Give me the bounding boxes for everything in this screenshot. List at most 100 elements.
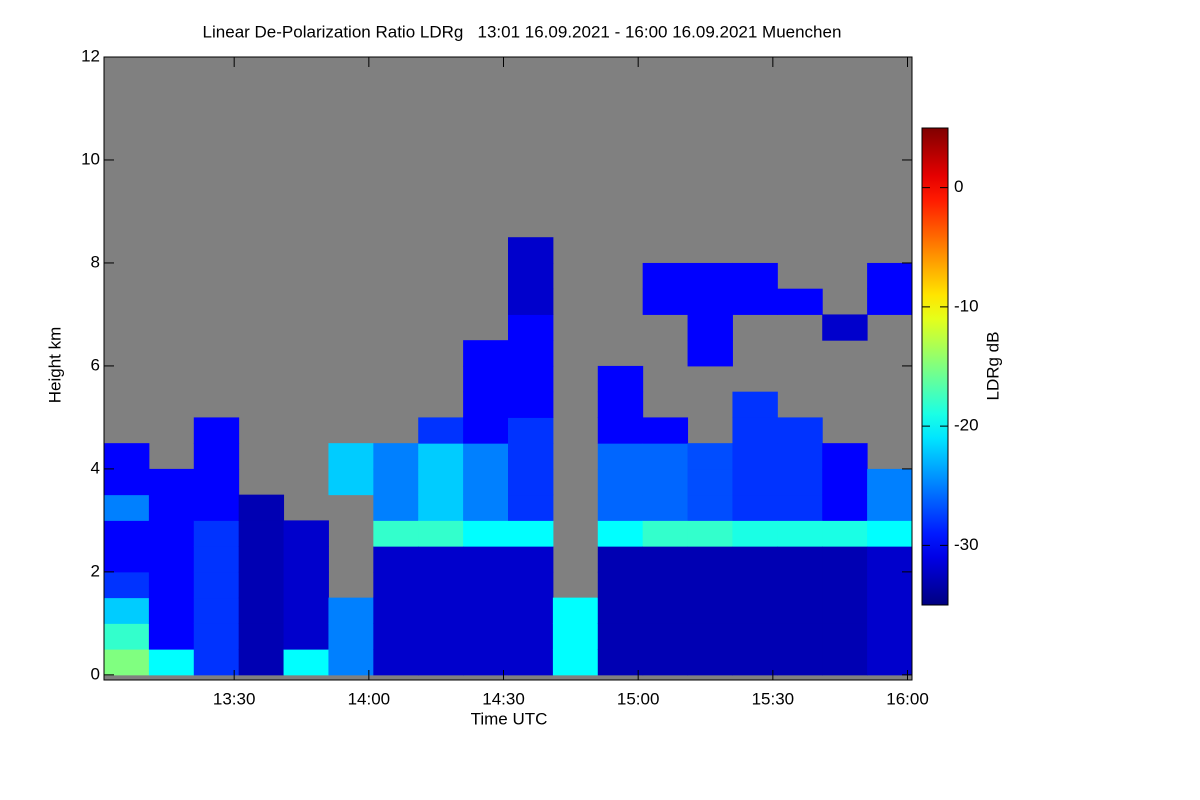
heatmap-cell	[732, 494, 778, 521]
heatmap-cell	[104, 623, 150, 650]
heatmap-cell	[777, 623, 823, 650]
heatmap-cell	[777, 597, 823, 624]
heatmap-cell	[463, 468, 509, 496]
x-tick-label: 15:00	[617, 689, 660, 708]
heatmap-cell	[463, 365, 509, 393]
heatmap-cell	[597, 597, 644, 624]
heatmap-cell	[687, 262, 733, 290]
heatmap-cell	[283, 520, 329, 547]
heatmap-cell	[373, 571, 419, 599]
heatmap-cell	[732, 417, 778, 444]
heatmap-cell	[463, 417, 509, 444]
heatmap-cell	[238, 546, 285, 573]
y-tick-label: 0	[91, 664, 100, 683]
heatmap-cell	[732, 520, 778, 547]
heatmap-cell	[642, 546, 689, 573]
heatmap-cell	[508, 262, 554, 290]
heatmap-cell	[508, 597, 554, 624]
heatmap-cell	[822, 571, 868, 599]
heatmap-cell	[597, 468, 644, 496]
heatmap-cell	[418, 571, 464, 599]
heatmap-cell	[418, 468, 464, 496]
heatmap-cell	[238, 623, 285, 650]
colorbar	[921, 127, 949, 606]
heatmap-cell	[687, 546, 733, 573]
heatmap-cell	[867, 494, 913, 521]
heatmap-cell	[508, 417, 554, 444]
heatmap-cell	[193, 597, 240, 624]
heatmap-cell	[822, 314, 868, 341]
heatmap-cell	[597, 520, 644, 547]
x-tick-label: 13:30	[213, 689, 256, 708]
heatmap-cell	[104, 597, 150, 624]
heatmap-cell	[418, 443, 464, 470]
heatmap-cell	[822, 597, 868, 624]
heatmap-cell	[777, 417, 823, 444]
heatmap-cell	[283, 597, 329, 624]
heatmap-cell	[283, 571, 329, 599]
colorbar-label: LDRg dB	[983, 332, 1002, 401]
heatmap-cell	[597, 546, 644, 573]
heatmap-cell	[687, 314, 733, 341]
heatmap-cell	[104, 546, 150, 573]
heatmap-cell	[193, 520, 240, 547]
x-tick-label: 15:30	[752, 689, 795, 708]
heatmap-cell	[597, 391, 644, 418]
heatmap-cell	[463, 443, 509, 470]
heatmap-cell	[148, 520, 195, 547]
heatmap-cell	[104, 494, 150, 521]
heatmap-cell	[463, 623, 509, 650]
heatmap-cell	[508, 623, 554, 650]
heatmap-cell	[732, 262, 778, 290]
colorbar-tick-label: -30	[954, 535, 979, 554]
heatmap-cell	[193, 468, 240, 496]
heatmap-cell	[283, 623, 329, 650]
heatmap-cell	[642, 597, 689, 624]
heatmap-cell	[418, 649, 464, 676]
heatmap-cell	[283, 649, 329, 676]
heatmap-cell	[104, 443, 150, 470]
heatmap-cell	[508, 468, 554, 496]
heatmap-cell	[642, 571, 689, 599]
heatmap-cell	[732, 288, 778, 315]
heatmap-cell	[732, 546, 778, 573]
heatmap-cell	[283, 546, 329, 573]
heatmap-cell	[867, 546, 913, 573]
heatmap-cell	[148, 494, 195, 521]
heatmap-cell	[687, 597, 733, 624]
chart-title: Linear De-Polarization Ratio LDRg 13:01 …	[203, 22, 842, 41]
heatmap-cell	[597, 623, 644, 650]
heatmap-cell	[463, 571, 509, 599]
heatmap-cell	[193, 571, 240, 599]
heatmap-cell	[552, 649, 599, 676]
heatmap-cell	[463, 520, 509, 547]
heatmap-cell	[418, 597, 464, 624]
heatmap-cell	[104, 468, 150, 496]
heatmap-cell	[508, 391, 554, 418]
heatmap-cell	[508, 546, 554, 573]
heatmap-cell	[777, 288, 823, 315]
heatmap-cell	[463, 546, 509, 573]
heatmap-cell	[867, 649, 913, 676]
heatmap-cell	[508, 571, 554, 599]
heatmap-cell	[642, 468, 689, 496]
heatmap-cell	[148, 468, 195, 496]
heatmap-cell	[732, 597, 778, 624]
y-tick-label: 12	[81, 46, 100, 65]
heatmap-cell	[867, 571, 913, 599]
heatmap-cell	[687, 494, 733, 521]
heatmap-cell	[238, 649, 285, 676]
heatmap-cell	[822, 520, 868, 547]
heatmap-cell	[777, 546, 823, 573]
heatmap-cell	[687, 443, 733, 470]
heatmap-cell	[238, 520, 285, 547]
heatmap-cell	[148, 597, 195, 624]
heatmap-cell	[418, 520, 464, 547]
heatmap-cell	[597, 443, 644, 470]
y-tick-label: 10	[81, 149, 100, 168]
x-axis-label: Time UTC	[471, 709, 548, 728]
heatmap-cell	[822, 494, 868, 521]
heatmap-cell	[418, 494, 464, 521]
heatmap-cell	[148, 546, 195, 573]
